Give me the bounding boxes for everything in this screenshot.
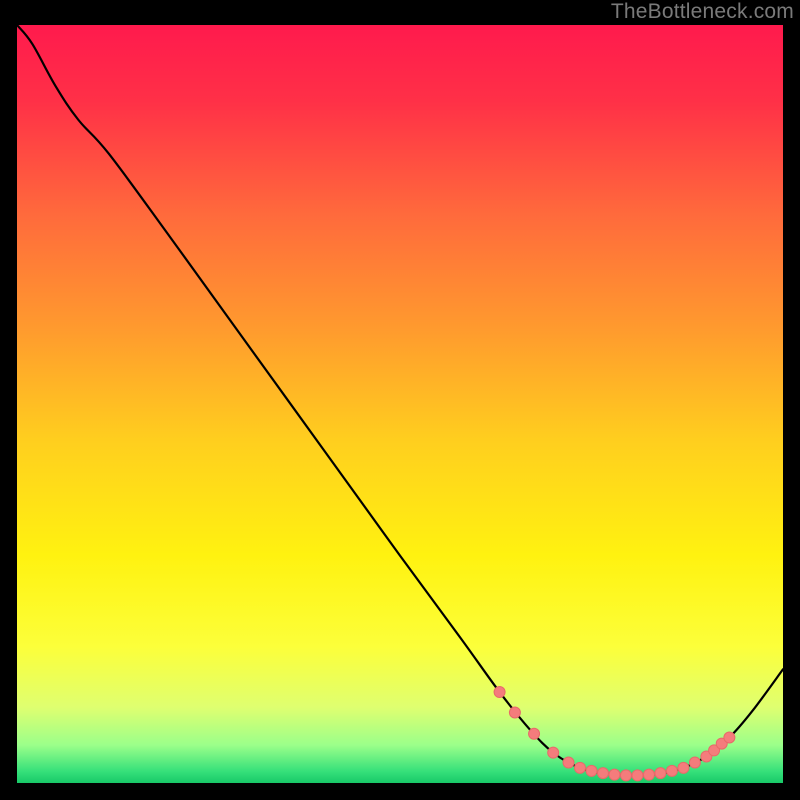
marker-point [529,728,540,739]
marker-point [563,757,574,768]
watermark-text: TheBottleneck.com [611,0,794,24]
marker-point [509,707,520,718]
marker-point [494,687,505,698]
marker-point [724,732,735,743]
marker-point [620,770,631,781]
chart-background [17,25,783,783]
chart-svg [17,25,783,783]
marker-point [548,747,559,758]
chart-plot-area [17,25,783,783]
chart-root: { "watermark": "TheBottleneck.com", "cha… [0,0,800,800]
marker-point [632,770,643,781]
marker-point [643,769,654,780]
marker-point [678,762,689,773]
marker-point [666,765,677,776]
marker-point [609,769,620,780]
marker-point [597,768,608,779]
marker-point [655,768,666,779]
marker-point [689,757,700,768]
marker-point [575,762,586,773]
marker-point [586,765,597,776]
